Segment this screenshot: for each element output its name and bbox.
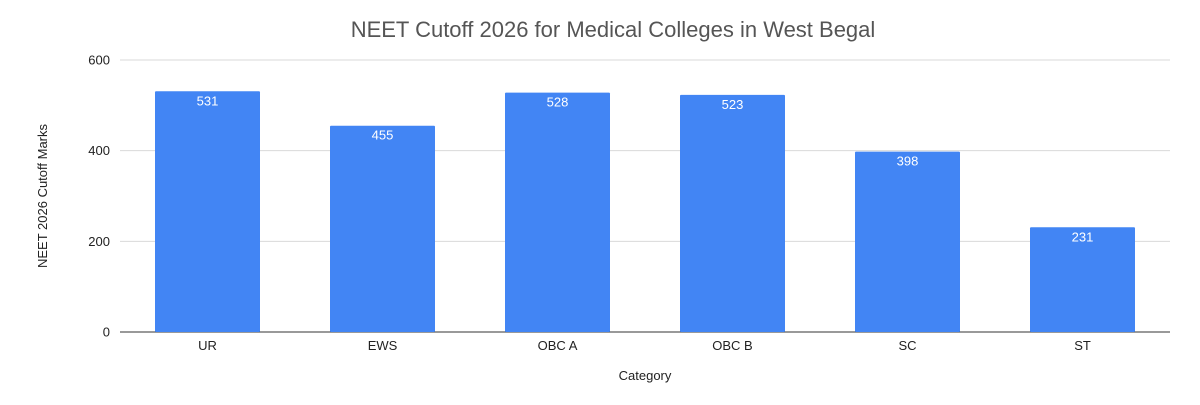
data-label: 231 (1072, 229, 1094, 244)
bar (505, 92, 610, 332)
y-tick-label: 0 (103, 325, 110, 340)
y-axis-ticks: 0 200 400 600 (88, 53, 110, 340)
bar (330, 125, 435, 332)
x-tick-label: OBC B (712, 338, 752, 353)
y-tick-label: 600 (88, 53, 110, 68)
bar (1030, 227, 1135, 332)
x-axis-title: Category (619, 368, 672, 383)
data-label: 455 (372, 128, 394, 143)
chart-title: NEET Cutoff 2026 for Medical Colleges in… (351, 17, 876, 42)
x-tick-label: UR (198, 338, 217, 353)
bar (155, 91, 260, 332)
data-label: 398 (897, 154, 919, 169)
data-label: 528 (547, 95, 569, 110)
data-label: 531 (197, 93, 219, 108)
x-tick-label: SC (898, 338, 916, 353)
data-label: 523 (722, 97, 744, 112)
x-tick-label: OBC A (538, 338, 578, 353)
bars: 531 455 528 523 398 231 (155, 91, 1135, 332)
y-tick-label: 200 (88, 234, 110, 249)
x-tick-label: ST (1074, 338, 1091, 353)
y-tick-label: 400 (88, 143, 110, 158)
x-tick-label: EWS (368, 338, 398, 353)
y-axis-title: NEET 2026 Cutoff Marks (35, 123, 50, 268)
gridlines (120, 59, 1170, 333)
bar (680, 94, 785, 332)
x-axis-ticks: UR EWS OBC A OBC B SC ST (198, 338, 1091, 353)
bar (855, 151, 960, 332)
